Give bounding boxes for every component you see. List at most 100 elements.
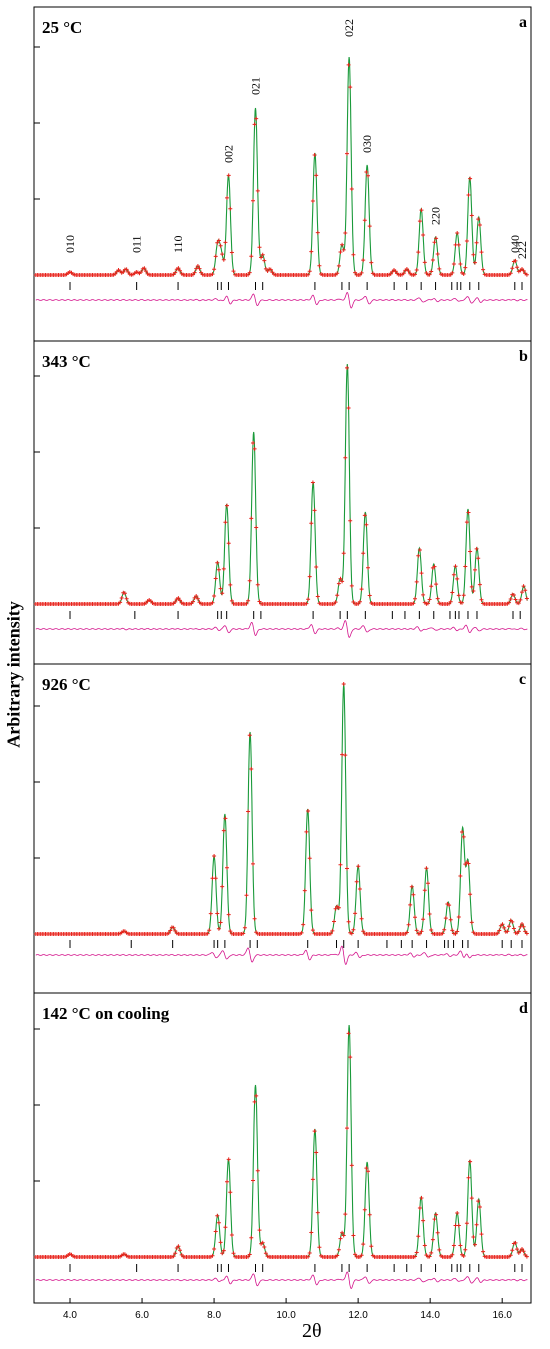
observed-point [197,266,202,271]
observed-point [262,258,267,263]
observed-point [310,1177,315,1182]
observed-point [456,915,461,919]
observed-point [448,599,453,604]
observed-point [464,239,469,243]
observed-point [440,931,445,936]
observed-point [191,599,195,604]
observed-point [416,250,421,255]
observed-point [417,931,422,936]
observed-point [466,1175,471,1180]
observed-points [33,62,529,277]
observed-point [315,594,320,599]
observed-point [314,565,319,569]
observed-point [455,576,460,581]
observed-point [251,441,255,445]
observed-point [113,271,118,276]
observed-point [212,267,217,272]
difference-curve [35,945,528,965]
observed-point [455,929,460,934]
observed-point [521,584,526,589]
observed-point [481,1249,486,1254]
observed-point [463,1247,468,1252]
reflection-ticks [69,940,523,948]
observed-point [429,928,434,932]
observed-point [456,242,461,247]
observed-point [213,876,218,881]
observed-point [521,268,526,273]
difference-curve [35,1271,528,1290]
observed-point [366,173,370,178]
hkl-label: 002 [222,145,236,163]
observed-point [315,230,320,235]
observed-point [254,525,259,530]
hkl-label: 220 [429,207,443,225]
observed-point [364,1166,369,1171]
observed-point [349,583,354,588]
panel-frame [33,340,532,665]
observed-point [246,272,251,277]
panel-frame [33,992,532,1304]
observed-point [451,572,456,577]
observed-point [310,480,315,485]
observed-point [341,1233,346,1238]
observed-point [417,219,422,224]
x-tick-label: 12.0 [348,1310,368,1321]
observed-point [507,600,511,605]
observed-point [252,446,257,451]
observed-point [434,582,439,587]
observed-point [229,250,234,255]
observed-point [359,270,364,275]
observed-point [455,231,460,235]
observed-point [422,1243,427,1248]
observed-point [215,1213,220,1218]
observed-point [335,593,340,598]
hkl-label: 110 [171,235,185,253]
observed-point [354,879,359,884]
observed-point [414,579,419,584]
observed-point [367,593,372,598]
observed-point [450,590,455,595]
observed-point [406,269,411,273]
observed-point [306,272,311,277]
observed-point [479,1232,484,1237]
x-tick-label: 6.0 [135,1310,149,1321]
observed-point [178,1248,182,1253]
panel-letter: a [519,14,527,31]
observed-point [524,596,529,601]
observed-point [343,1212,348,1217]
hkl-label: 011 [130,235,144,253]
observed-point [168,928,173,933]
observed-point [468,1159,473,1164]
observed-point [171,1254,176,1259]
observed-point [178,598,182,603]
observed-point [450,1252,455,1257]
observed-point [442,927,447,932]
observed-point [353,270,358,275]
x-tick-label: 8.0 [207,1310,221,1321]
observed-point [521,924,526,929]
hkl-label: 040 [508,235,522,253]
observed-point [455,1211,460,1215]
observed-point [460,830,464,834]
observed-point [464,1221,469,1226]
observed-point [430,258,435,262]
observed-point [466,510,471,515]
observed-point [367,1212,372,1217]
observed-point [419,1196,424,1200]
observed-point [312,508,317,513]
observed-point [307,856,312,861]
observed-point [166,931,171,936]
observed-point [421,233,426,237]
observed-point [447,903,452,908]
observed-point [366,1169,370,1174]
observed-point [249,516,254,521]
hkl-label: 021 [249,77,263,95]
observed-point [434,236,439,241]
observed-point [220,1251,225,1256]
observed-point [411,892,416,897]
observed-point [417,1206,422,1210]
panel-letter: c [519,671,526,688]
observed-point [409,884,414,889]
observed-point [249,254,254,259]
observed-point [505,929,510,934]
